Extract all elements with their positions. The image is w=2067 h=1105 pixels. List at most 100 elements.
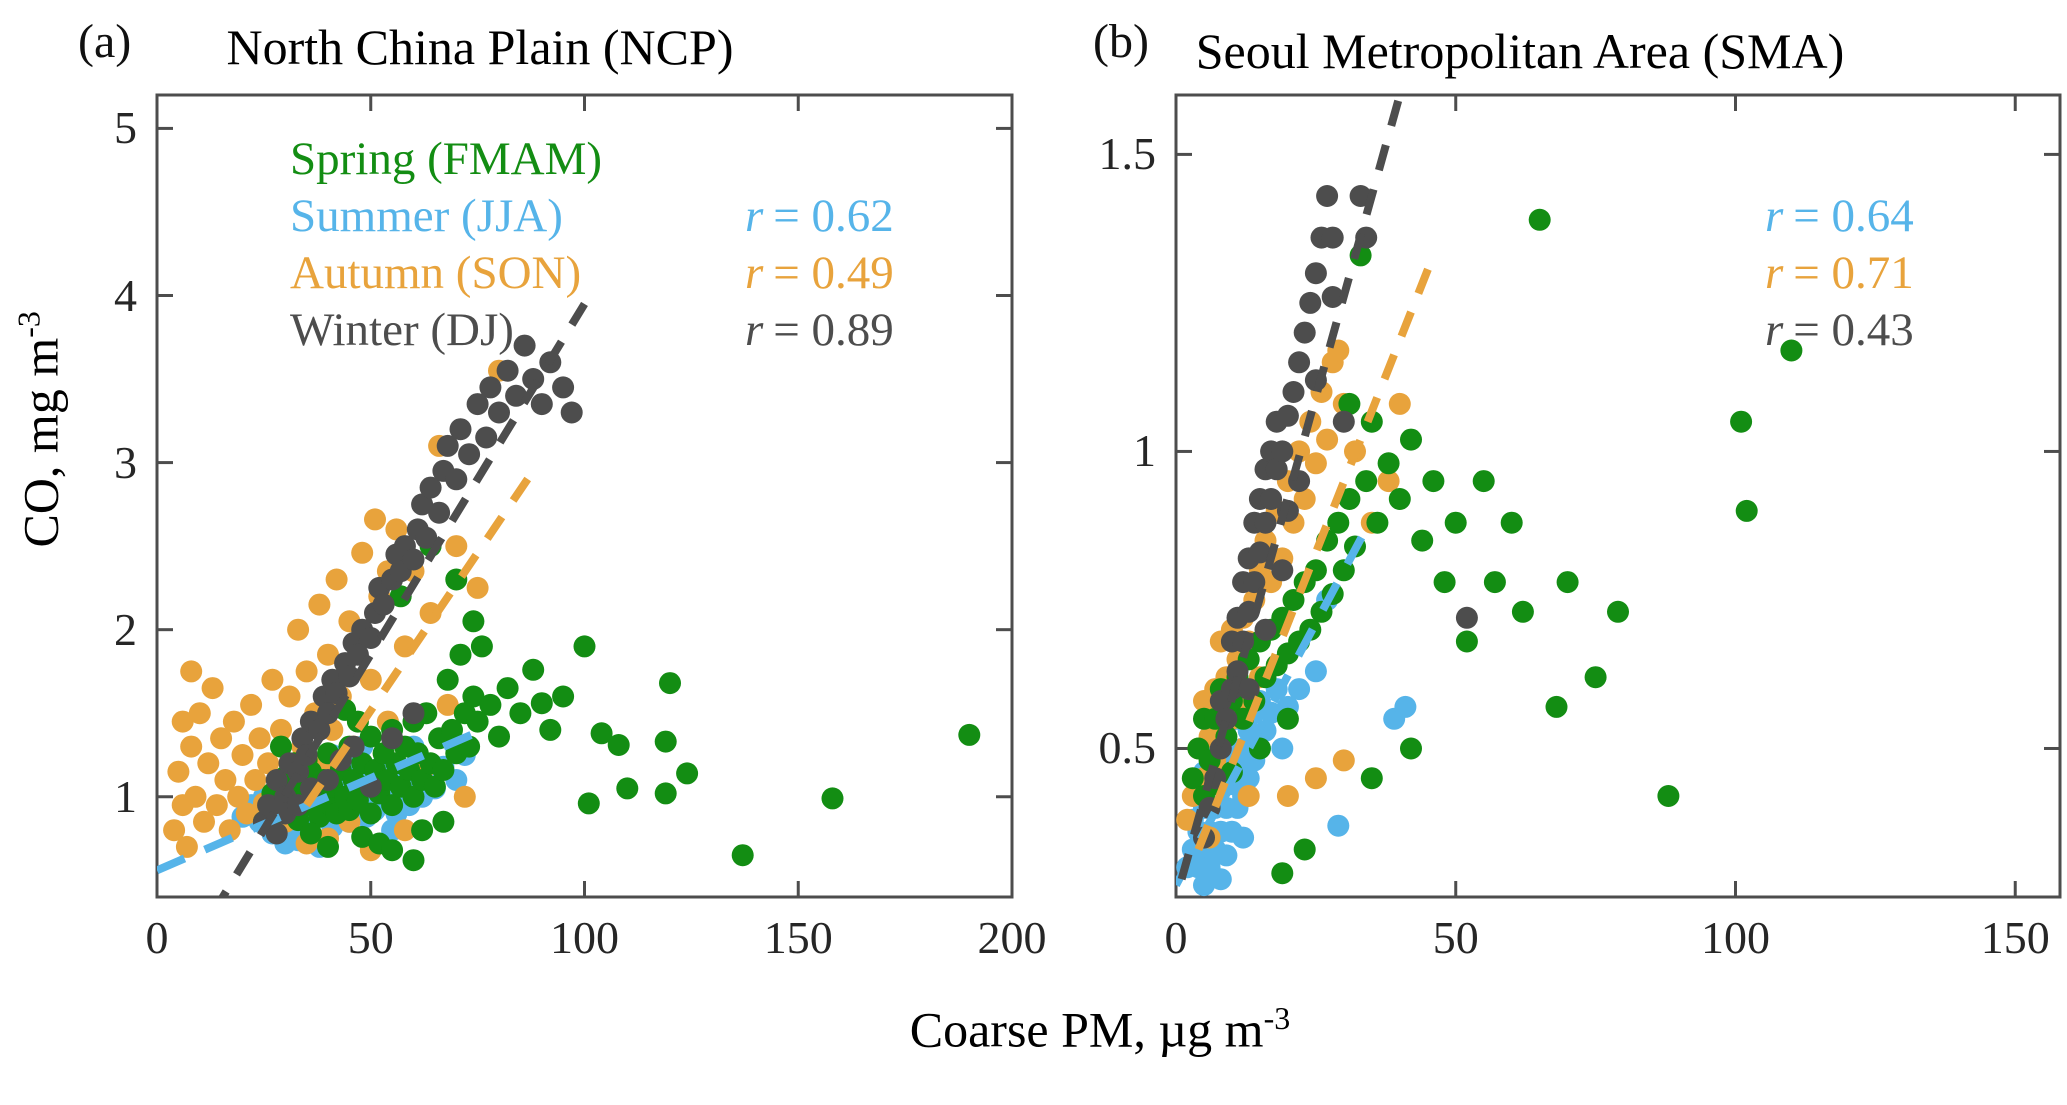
data-point: [1338, 392, 1361, 415]
data-point: [1276, 404, 1299, 427]
data-point: [659, 672, 681, 695]
data-point: [261, 668, 284, 691]
fit-line-summer: [157, 722, 492, 874]
data-point: [1511, 600, 1534, 623]
r-value: = 0.43: [1793, 304, 1914, 356]
data-point: [1388, 392, 1411, 415]
x-tick-label: 100: [550, 912, 619, 963]
data-point: [317, 835, 339, 858]
data-point: [342, 735, 365, 758]
data-point: [180, 735, 203, 758]
data-point: [364, 508, 386, 531]
r-variable: r: [745, 247, 764, 299]
x-axis-label: Coarse PM, µg m-3: [700, 1000, 1500, 1059]
data-point: [325, 568, 348, 591]
data-point: [462, 685, 485, 708]
data-point: [385, 518, 408, 541]
data-point: [475, 426, 498, 449]
data-point: [1209, 868, 1232, 891]
data-point: [462, 610, 485, 633]
r-variable: r: [1765, 190, 1784, 242]
data-point: [381, 794, 404, 817]
data-point: [1282, 589, 1305, 611]
data-point: [415, 526, 438, 549]
x-tick-label: 100: [1700, 912, 1770, 963]
y-tick-label: 3: [114, 436, 137, 488]
data-point: [522, 658, 545, 681]
data-point: [1316, 428, 1339, 451]
data-point: [381, 839, 404, 862]
data-point: [193, 810, 215, 833]
data-point: [197, 752, 220, 775]
data-point: [270, 735, 292, 758]
data-point: [560, 401, 583, 424]
data-point: [402, 849, 425, 872]
data-point: [402, 785, 425, 808]
data-point: [1455, 606, 1478, 629]
data-point: [270, 718, 292, 741]
data-point: [445, 535, 468, 558]
data-point: [419, 476, 442, 499]
data-point: [1271, 862, 1294, 885]
data-point: [291, 727, 314, 750]
data-point: [423, 775, 446, 798]
data-point: [1321, 226, 1344, 249]
data-point: [359, 802, 382, 825]
y-tick-label: 5: [114, 102, 137, 154]
data-point: [317, 643, 339, 666]
data-point: [552, 685, 575, 708]
data-point: [1388, 488, 1411, 510]
panel-b-axes-box: [1174, 93, 2062, 899]
data-point: [1545, 695, 1568, 718]
data-point: [287, 618, 310, 641]
data-point: [496, 359, 519, 382]
data-point: [295, 660, 318, 683]
data-point: [1321, 286, 1344, 308]
data-point: [188, 702, 211, 725]
data-point: [411, 493, 434, 516]
data-point: [530, 692, 553, 715]
data-point: [1377, 452, 1400, 475]
data-point: [393, 819, 416, 842]
data-point: [1299, 291, 1322, 314]
data-point: [167, 760, 190, 783]
data-point: [1366, 511, 1389, 534]
series-winter: [252, 334, 583, 845]
data-point: [1455, 630, 1478, 653]
data-point: [1209, 737, 1232, 760]
data-point: [1556, 571, 1579, 594]
data-point: [1607, 600, 1629, 623]
fit-line-autumn: [303, 468, 537, 808]
data-point: [458, 443, 481, 466]
data-point: [1332, 749, 1355, 772]
data-point: [1304, 262, 1327, 285]
data-point: [231, 744, 254, 766]
data-point: [1271, 559, 1294, 582]
data-point: [235, 802, 258, 825]
data-point: [479, 376, 502, 399]
x-axis-label-sup: -3: [1263, 1000, 1291, 1036]
data-point: [1215, 844, 1238, 867]
data-point: [654, 782, 677, 805]
data-point: [436, 668, 459, 691]
data-point: [222, 710, 245, 733]
data-point: [1237, 767, 1260, 790]
y-tick-label: 4: [114, 269, 137, 321]
data-point: [1293, 838, 1316, 861]
data-point: [1411, 529, 1434, 552]
data-point: [530, 393, 553, 416]
data-point: [1282, 381, 1305, 403]
data-point: [453, 785, 476, 808]
data-point: [1338, 488, 1361, 510]
panel-a-label: (a): [78, 15, 132, 68]
series-winter: [1193, 185, 1478, 849]
y-tick-label: 1: [114, 770, 137, 822]
data-point: [1248, 541, 1271, 564]
data-point: [577, 792, 600, 815]
data-point: [1657, 785, 1680, 807]
data-point: [1260, 701, 1283, 724]
data-point: [445, 468, 468, 491]
data-point: [1472, 470, 1495, 493]
data-point: [1237, 785, 1260, 807]
data-point: [1730, 410, 1753, 433]
